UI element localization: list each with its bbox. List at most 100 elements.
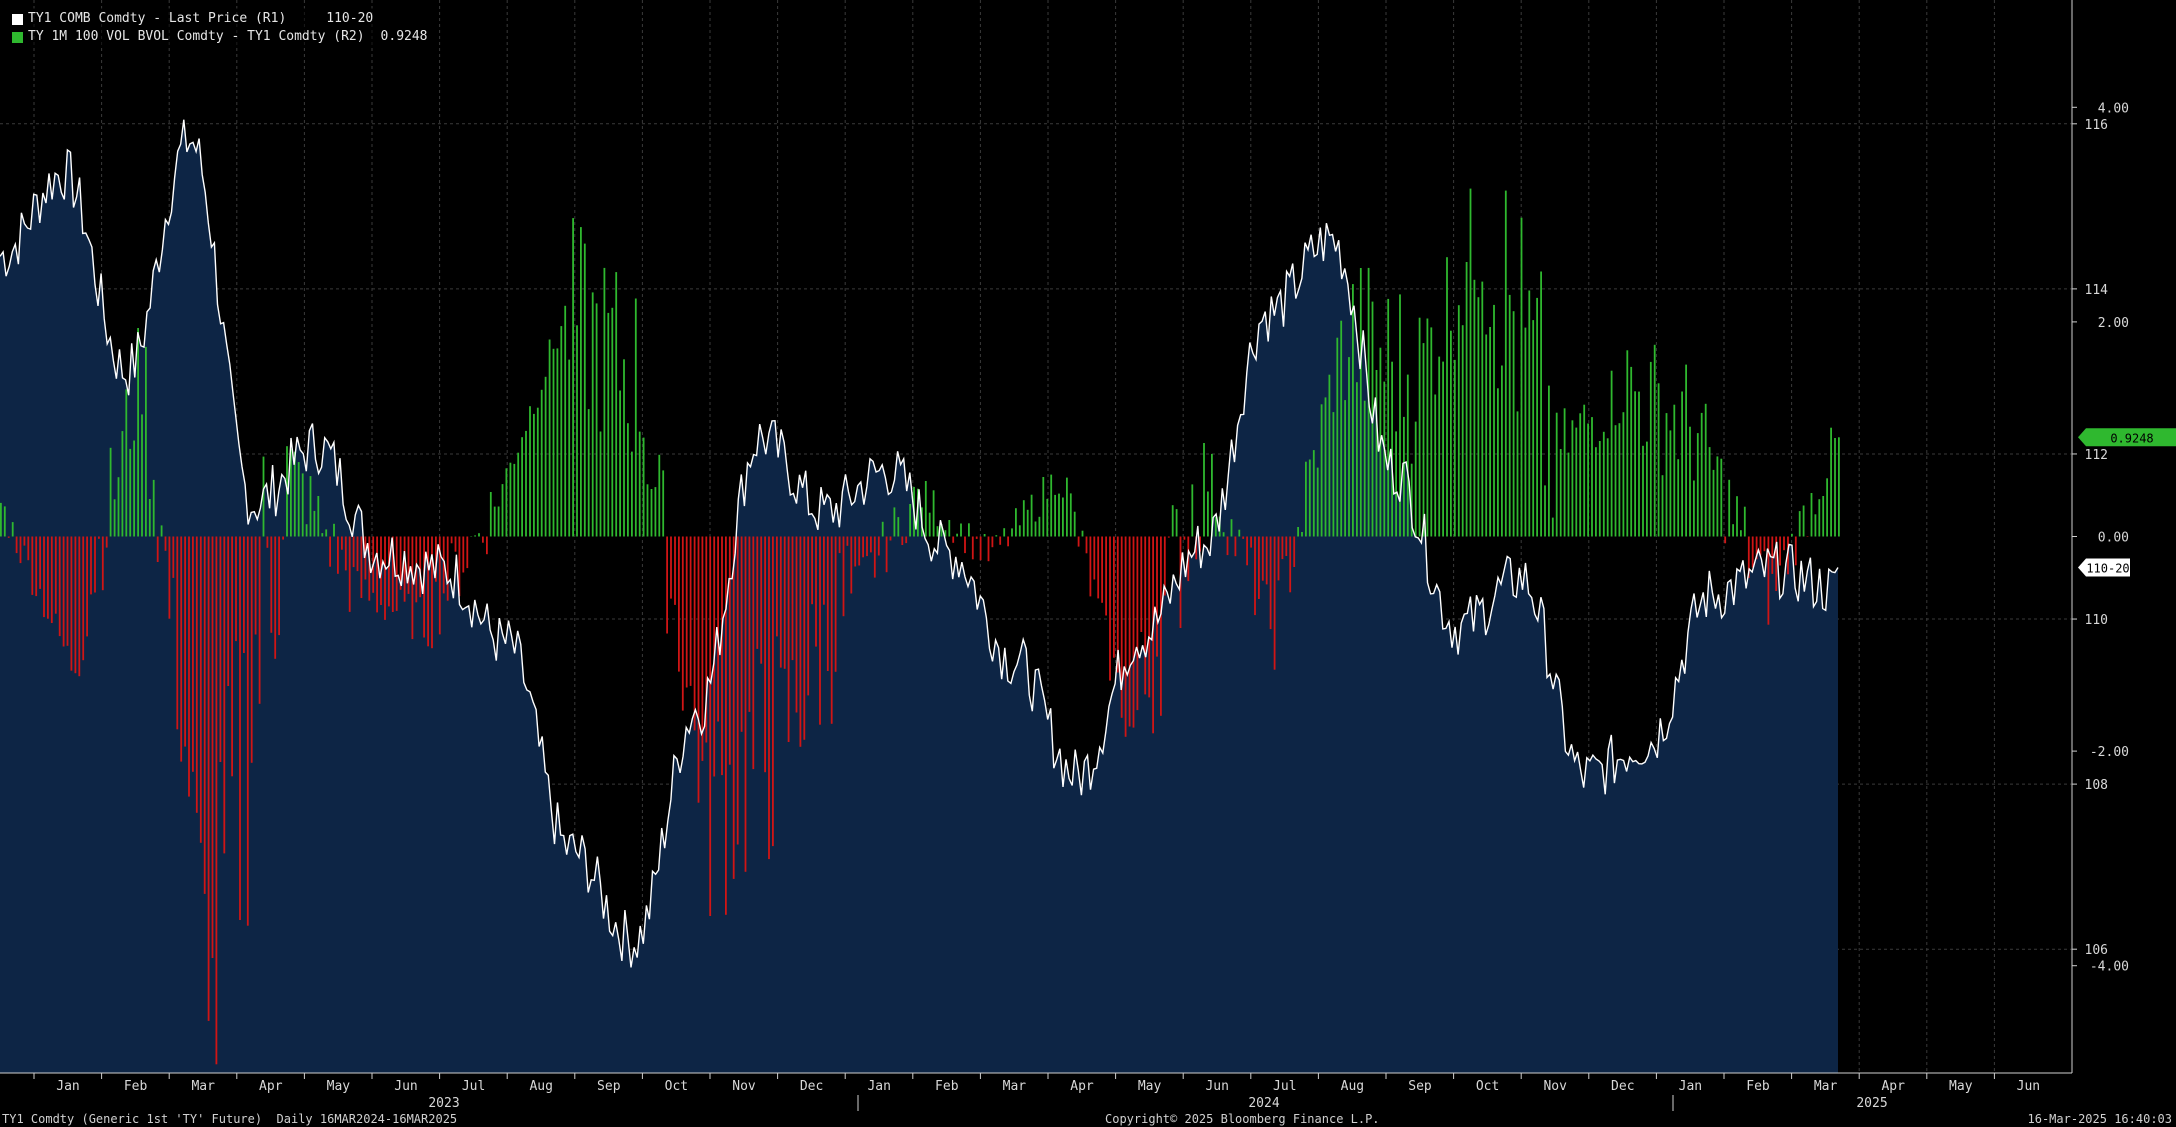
vol-bar (768, 536, 770, 860)
price-line-path (0, 119, 1839, 968)
vol-bar (333, 523, 335, 537)
vol-bar (419, 536, 422, 598)
vol-bar (646, 484, 649, 537)
vol-bar (599, 431, 602, 537)
vol-bar (850, 536, 853, 594)
vol-bar (1120, 536, 1123, 718)
vol-bar (697, 536, 700, 803)
vol-bar (623, 359, 625, 537)
vol-bar (1614, 425, 1617, 537)
vol-bar (564, 305, 567, 537)
vol-bar (1422, 343, 1425, 537)
vol-bar (807, 536, 810, 696)
vol-bar (1058, 493, 1060, 537)
vol-bar (858, 536, 861, 566)
vol-bar (1336, 337, 1339, 537)
vol-bar (1661, 475, 1664, 537)
x-tick-label: Nov (1543, 1079, 1567, 1094)
vol-bar (1736, 496, 1738, 537)
vol-bar (1779, 536, 1781, 566)
vol-bar (1301, 532, 1303, 537)
vol-bar (1775, 536, 1778, 591)
vol-bar (811, 536, 813, 605)
vol-bar (952, 536, 955, 543)
vol-bar (1642, 445, 1644, 537)
vol-bar (901, 536, 904, 545)
vol-bar (568, 359, 571, 537)
x-tick-label: Jul (462, 1079, 485, 1094)
vol-bar (1269, 536, 1272, 630)
price-line (0, 119, 1839, 968)
vol-bar (1246, 536, 1248, 566)
vol-bar (1720, 458, 1723, 537)
x-tick-label: Dec (800, 1079, 823, 1094)
vol-bar (101, 536, 104, 591)
r2-tick-label: 0.00 (2098, 531, 2129, 546)
vol-bar (1328, 374, 1331, 537)
vol-bar (1160, 536, 1162, 716)
vol-bar (223, 536, 226, 854)
vol-bar (321, 533, 324, 537)
year-label: 2025 (1856, 1096, 1887, 1111)
vol-bar (105, 536, 108, 548)
vol-bar (1630, 366, 1633, 537)
vol-bar (15, 536, 18, 554)
vol-bar (180, 536, 183, 762)
vol-bar (580, 227, 582, 537)
vol-bar (717, 536, 719, 722)
legend-swatch-vol (12, 31, 23, 43)
vol-bar (94, 536, 96, 593)
vol-bar (1414, 421, 1417, 537)
vol-bar (650, 489, 653, 537)
vol-bar (227, 536, 230, 686)
vol-bar (1383, 381, 1386, 537)
vol-bar (501, 484, 504, 537)
vol-bar (82, 536, 85, 661)
vol-bar (521, 437, 523, 537)
vol-bar (877, 536, 880, 556)
vol-bar (540, 389, 543, 537)
vol-bar (458, 536, 461, 597)
x-tick-label: May (327, 1079, 351, 1094)
vol-bar (1716, 456, 1719, 537)
vol-bar (23, 536, 26, 546)
x-tick-label: Nov (732, 1079, 756, 1094)
vol-bar (262, 456, 265, 537)
vol-bar (1563, 408, 1566, 537)
vol-bar (1520, 217, 1523, 537)
vol-bar (1473, 279, 1476, 537)
vol-bar (1818, 499, 1821, 537)
vol-bar (897, 517, 900, 537)
vol-bar (431, 536, 433, 649)
vol-bar (678, 536, 680, 672)
vol-bar (148, 499, 151, 537)
vol-bar (1700, 412, 1703, 537)
vol-bar (1403, 416, 1405, 537)
vol-bar (995, 535, 998, 537)
vol-bar (979, 536, 982, 561)
vol-bar (1258, 536, 1260, 599)
vol-bar (442, 536, 445, 594)
vol-bar (1148, 536, 1151, 698)
legend-label-price: TY1 COMB Comdty - Last Price (R1) (28, 11, 287, 26)
vol-bar (1810, 493, 1813, 537)
vol-bar (176, 536, 179, 730)
r1-tick-label: 116 (2085, 118, 2108, 133)
vol-bar (693, 536, 696, 731)
vol-bar (1501, 365, 1503, 537)
vol-bar (446, 536, 449, 601)
vol-bar (1767, 536, 1770, 625)
vol-bar (533, 413, 535, 537)
vol-bar (1191, 484, 1194, 537)
vol-bar (748, 536, 751, 712)
vol-bar (266, 536, 269, 548)
vol-bar (11, 522, 14, 537)
vol-bar (1446, 257, 1448, 537)
vol-bar (603, 267, 606, 537)
vol-bar (391, 536, 394, 612)
vol-bar (1195, 536, 1198, 560)
vol-bar (779, 536, 782, 668)
vol-bar (270, 536, 273, 633)
vol-bar (1822, 496, 1825, 537)
